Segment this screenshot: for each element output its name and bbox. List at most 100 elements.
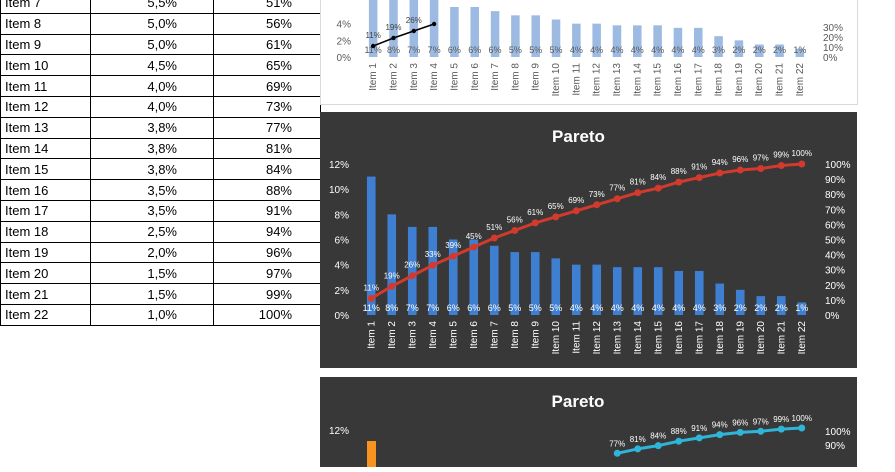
x-tick-label: Item 22 <box>797 321 808 355</box>
cumulative-cell[interactable]: 81% <box>213 137 321 160</box>
x-tick-label: Item 22 <box>795 63 806 97</box>
share-cell[interactable]: 5,0% <box>90 12 214 35</box>
table-row: Item 7 5,5% 51% <box>0 0 321 14</box>
share-cell[interactable]: 3,8% <box>90 116 214 139</box>
cumulative-cell[interactable]: 97% <box>213 262 321 285</box>
y-tick-left: 8% <box>335 210 350 221</box>
cumulative-cell[interactable]: 56% <box>213 12 321 35</box>
bar-label: 2% <box>775 303 788 313</box>
share-cell[interactable]: 5,5% <box>90 0 214 14</box>
chart-title: Pareto <box>552 392 605 411</box>
bar <box>633 267 643 315</box>
bar <box>510 252 520 315</box>
table-row: Item 17 3,5% 91% <box>0 199 321 222</box>
bar-label: 4% <box>611 303 624 313</box>
cumulative-cell[interactable]: 77% <box>213 116 321 139</box>
bar-label: 6% <box>448 45 461 55</box>
bar <box>795 48 805 57</box>
item-cell[interactable]: Item 21 <box>0 283 91 305</box>
bar <box>653 267 663 315</box>
cumulative-cell[interactable]: 88% <box>213 179 321 201</box>
item-cell[interactable]: Item 15 <box>0 158 91 181</box>
x-tick-label: Item 11 <box>571 321 582 354</box>
share-cell[interactable]: 4,0% <box>90 75 214 97</box>
bar <box>612 267 622 315</box>
cumulative-label: 65% <box>548 202 564 211</box>
bar <box>448 239 458 315</box>
cumulative-point <box>736 166 744 174</box>
pareto-chart-dark-cyan[interactable]: Pareto 12% 100% 90% 77% 81% 84% 88% 91% 94% 96% 97%… <box>320 377 857 471</box>
x-tick-label: Item 18 <box>715 321 726 355</box>
bar-label: 6% <box>467 303 480 313</box>
share-cell[interactable]: 1,5% <box>90 283 214 305</box>
item-cell[interactable]: Item 19 <box>0 241 91 264</box>
y-tick-left: 2% <box>337 36 352 47</box>
cumulative-cell[interactable]: 61% <box>213 33 321 56</box>
share-cell[interactable]: 3,5% <box>90 179 214 201</box>
share-cell[interactable]: 4,0% <box>90 95 214 118</box>
cumulative-point <box>777 425 785 433</box>
share-cell[interactable]: 1,5% <box>90 262 214 285</box>
share-cell[interactable]: 3,5% <box>90 199 214 222</box>
x-tick-label: Item 15 <box>653 321 664 355</box>
cumulative-line <box>370 162 802 300</box>
item-cell[interactable]: Item 7 <box>0 0 91 14</box>
cumulative-label: 19% <box>385 23 401 32</box>
bar <box>366 176 376 315</box>
bar <box>734 40 744 57</box>
item-cell[interactable]: Item 10 <box>0 54 91 77</box>
cumulative-cell[interactable]: 69% <box>213 75 321 97</box>
bar <box>387 214 397 315</box>
cumulative-cell[interactable]: 51% <box>213 0 321 14</box>
share-cell[interactable]: 2,0% <box>90 241 214 264</box>
item-cell[interactable]: Item 17 <box>0 199 91 222</box>
bar-label: 5% <box>509 45 522 55</box>
cumulative-label: 97% <box>753 417 769 426</box>
bar-label: 8% <box>385 303 398 313</box>
cumulative-cell[interactable]: 73% <box>213 95 321 118</box>
y-tick-right: 30% <box>825 266 845 277</box>
cumulative-cell[interactable]: 99% <box>213 283 321 305</box>
item-cell[interactable]: Item 8 <box>0 12 91 35</box>
item-cell[interactable]: Item 16 <box>0 179 91 201</box>
cumulative-cell[interactable]: 65% <box>213 54 321 77</box>
pareto-chart-dark-red[interactable]: Pareto 0% 2% 4% 6% 8% 10% 12% 0% 10% 20% 30% 40% 50% 6… <box>320 112 857 368</box>
share-cell[interactable]: 3,8% <box>90 137 214 160</box>
cumulative-cell[interactable]: 96% <box>213 241 321 264</box>
item-cell[interactable]: Item 20 <box>0 262 91 285</box>
bar <box>409 0 419 58</box>
y-tick-right: 10% <box>823 43 843 54</box>
item-cell[interactable]: Item 22 <box>0 303 91 326</box>
item-cell[interactable]: Item 9 <box>0 33 91 56</box>
cumulative-label: 96% <box>732 155 748 164</box>
cumulative-cell[interactable]: 91% <box>213 199 321 222</box>
share-cell[interactable]: 2,5% <box>90 220 214 243</box>
item-cell[interactable]: Item 13 <box>0 116 91 139</box>
bar <box>469 239 479 315</box>
share-cell[interactable]: 5,0% <box>90 33 214 56</box>
item-cell[interactable]: Item 12 <box>0 95 91 118</box>
pareto-chart-light[interactable]: 0% 2% 4% 0% 10% 20% 30% 11% 8% 7% 7% 6% 6% 6% 5% 5% 5% 4%… <box>320 0 858 105</box>
share-cell[interactable]: 1,0% <box>90 303 214 326</box>
cumulative-point <box>634 445 642 453</box>
item-cell[interactable]: Item 11 <box>0 75 91 97</box>
cumulative-point <box>411 28 416 34</box>
cumulative-cell[interactable]: 94% <box>213 220 321 243</box>
y-tick-right: 100% <box>825 160 851 171</box>
share-cell[interactable]: 4,5% <box>90 54 214 77</box>
bar-label: 4% <box>631 45 644 55</box>
chart-svg: 0%2%4%0%10%20%30%11% 8% 7% 7% 6% 6% 6% 5% 5% 5% 4%… <box>337 0 843 97</box>
item-cell[interactable]: Item 18 <box>0 220 91 243</box>
x-tick-label: Item 15 <box>653 63 664 97</box>
cumulative-cell[interactable]: 100% <box>213 303 321 326</box>
bar-label: 6% <box>488 303 501 313</box>
cumulative-point <box>593 201 601 209</box>
item-cell[interactable]: Item 14 <box>0 137 91 160</box>
table-row: Item 20 1,5% 97% <box>0 262 321 285</box>
cumulative-label: 39% <box>445 241 461 250</box>
bar <box>797 302 807 315</box>
share-cell[interactable]: 3,8% <box>90 158 214 181</box>
x-tick-label: Item 12 <box>592 63 603 97</box>
cumulative-cell[interactable]: 84% <box>213 158 321 181</box>
cumulative-label: 51% <box>486 223 502 232</box>
